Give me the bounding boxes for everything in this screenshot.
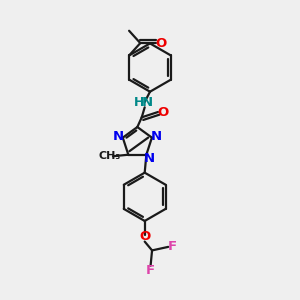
Text: F: F	[168, 240, 177, 253]
Text: N: N	[142, 96, 153, 109]
Text: N: N	[151, 130, 162, 143]
Text: CH₃: CH₃	[98, 151, 121, 161]
Text: N: N	[143, 152, 155, 165]
Text: O: O	[157, 106, 169, 118]
Text: H: H	[134, 96, 145, 109]
Text: O: O	[155, 37, 166, 50]
Text: F: F	[146, 264, 155, 277]
Text: O: O	[139, 230, 150, 243]
Text: N: N	[113, 130, 124, 143]
